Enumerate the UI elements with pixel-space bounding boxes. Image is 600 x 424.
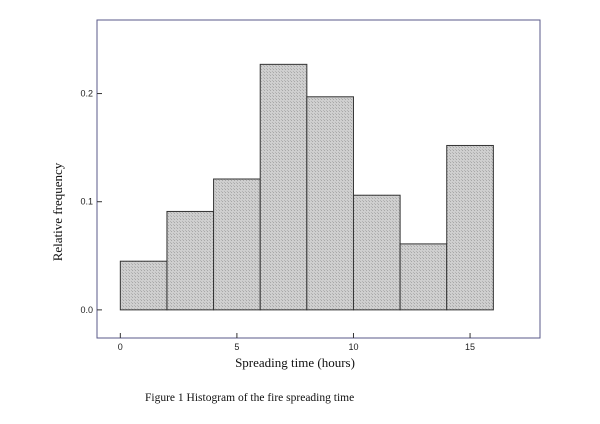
histogram-bar-7 [446,144,494,311]
figure-caption: Figure 1 Histogram of the fire spreading… [145,392,355,404]
y-axis-label: Relative frequency [50,162,65,261]
x-tick-label-3: 15 [465,342,475,352]
x-tick-label-2: 10 [348,342,358,352]
histogram-bar-4 [306,96,354,311]
x-axis: 0 5 10 15 [118,333,475,352]
histogram-bar-1 [166,210,215,311]
bars-group [119,63,494,311]
y-axis: 0.0 0.1 0.2 [80,89,102,315]
x-tick-label-0: 0 [118,342,123,352]
histogram-bar-0 [119,260,168,311]
y-tick-label-0: 0.0 [80,305,93,315]
histogram-bar-2 [213,178,261,311]
x-axis-label: Spreading time (hours) [235,355,355,370]
y-tick-label-1: 0.1 [80,197,93,207]
y-tick-label-2: 0.2 [80,89,93,99]
histogram-bar-6 [399,243,448,311]
histogram-bar-5 [352,194,401,311]
plot-frame [96,19,541,339]
x-tick-label-1: 5 [234,342,239,352]
histogram-bar-3 [259,63,308,311]
